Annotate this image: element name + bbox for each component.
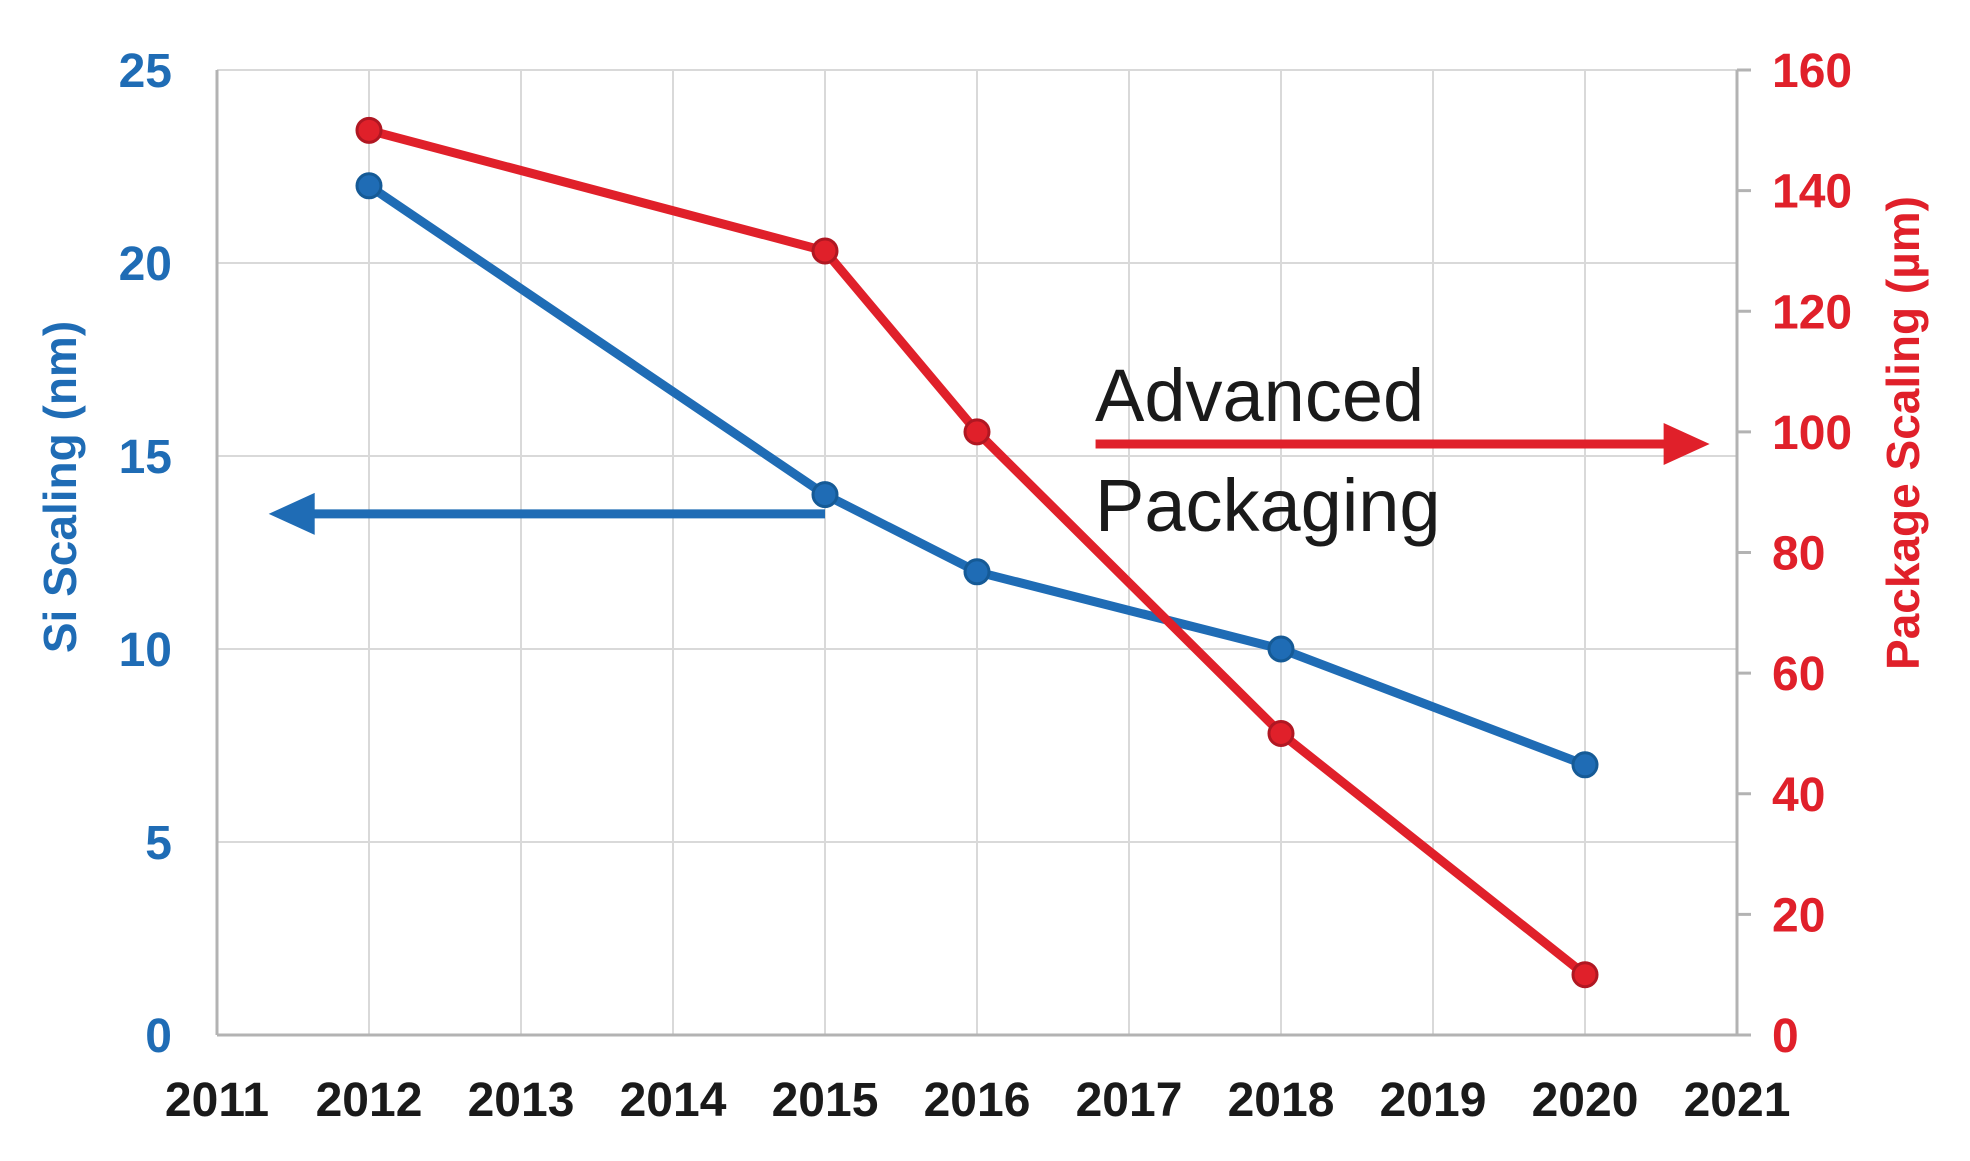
right-axis-tick-label: 0: [1772, 1010, 1799, 1063]
axis-lines: [215, 68, 1751, 1037]
data-point-marker: [1267, 719, 1295, 747]
arrow-head: [268, 492, 315, 535]
data-point-marker: [1571, 751, 1599, 779]
right-axis-title: Package Scaling (µm): [1877, 196, 1929, 670]
si-scaling-series: [355, 172, 1599, 779]
left-axis-tick-label: 0: [145, 1010, 172, 1063]
data-point-marker: [1571, 961, 1599, 989]
data-point-marker: [963, 558, 991, 586]
x-axis-tick-label: 2017: [1076, 1074, 1183, 1127]
axis-indicator-arrows: [268, 422, 1710, 535]
si-axis-arrow: [268, 492, 825, 535]
x-axis-tick-label: 2019: [1380, 1074, 1487, 1127]
data-point-marker: [355, 172, 383, 200]
arrow-head: [1663, 422, 1710, 465]
x-axis-tick-label: 2014: [620, 1074, 727, 1127]
x-axis-tick-label: 2011: [165, 1074, 269, 1127]
data-point-marker: [811, 481, 839, 509]
package-axis-arrow: [1095, 422, 1710, 465]
data-point-marker: [1267, 635, 1295, 663]
data-point-marker: [355, 116, 383, 144]
x-axis-tick-label: 2021: [1684, 1074, 1791, 1127]
right-axis-tick-label: 120: [1772, 286, 1852, 339]
right-axis-tick-label: 60: [1772, 648, 1825, 701]
x-axis-tick-label: 2013: [468, 1074, 575, 1127]
x-axis-tick-label: 2020: [1532, 1074, 1639, 1127]
x-axis-tick-label: 2016: [924, 1074, 1031, 1127]
left-axis-tick-label: 25: [119, 45, 172, 98]
left-axis-tick-label: 10: [119, 624, 172, 677]
left-axis-title: Si Scaling (nm): [34, 321, 86, 653]
left-axis-tick-label: 15: [119, 431, 172, 484]
x-axis-tick-label: 2015: [772, 1074, 879, 1127]
right-axis-tick-label: 140: [1772, 166, 1852, 219]
annotation-line-1: Advanced: [1095, 354, 1424, 437]
left-axis-tick-label: 20: [119, 238, 172, 291]
annotation-line-2: Packaging: [1095, 464, 1441, 547]
right-axis-tick-label: 20: [1772, 889, 1825, 942]
right-axis-tick-label: 160: [1772, 45, 1852, 98]
x-axis-tick-label: 2018: [1228, 1074, 1335, 1127]
series: [355, 116, 1599, 989]
left-axis-tick-label: 5: [145, 817, 172, 870]
right-axis-tick-label: 80: [1772, 528, 1825, 581]
gridlines: [217, 69, 1737, 1035]
package-scaling-series: [355, 116, 1599, 989]
data-point-marker: [963, 418, 991, 446]
right-axis-tick-label: 100: [1772, 407, 1852, 460]
x-axis-tick-label: 2012: [316, 1074, 423, 1127]
tick-labels: 2011 2012 2013 2014 2015 2016 2017 2018 2019 2020…: [119, 45, 1852, 1127]
data-point-marker: [811, 237, 839, 265]
right-axis-tick-label: 40: [1772, 769, 1825, 822]
